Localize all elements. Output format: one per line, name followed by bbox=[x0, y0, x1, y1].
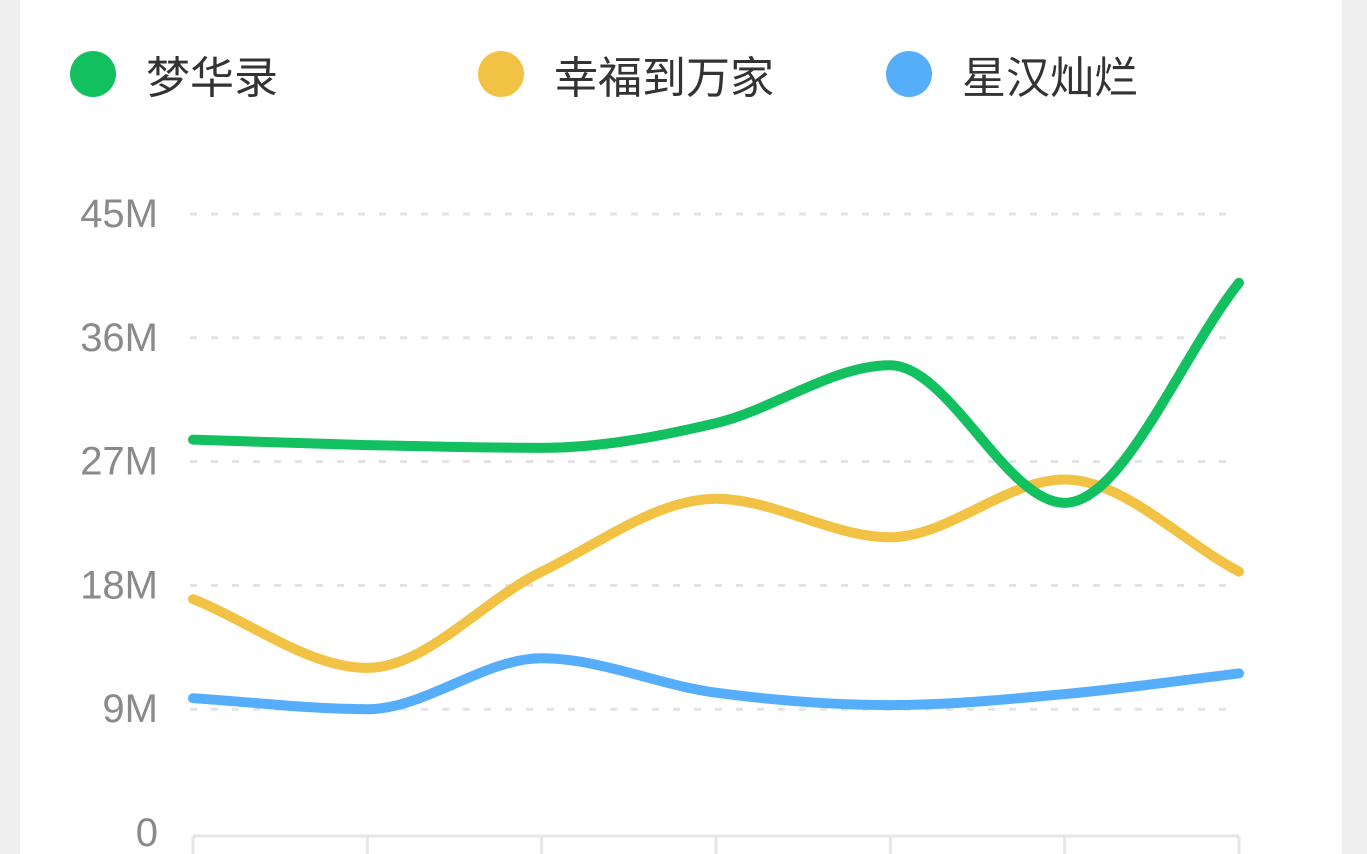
y-tick-label: 27M bbox=[80, 440, 158, 484]
legend-label-xinghancanlan: 星汉灿烂 bbox=[962, 53, 1138, 104]
y-axis-tick-labels: 0 9M 18M 27M 36M 45M bbox=[80, 192, 158, 854]
y-tick-label: 0 bbox=[136, 811, 158, 854]
legend-label-menghualu: 梦华录 bbox=[146, 53, 278, 104]
legend-label-xingfudaowanjia: 幸福到万家 bbox=[554, 53, 774, 104]
legend-swatch-xingfudaowanjia bbox=[478, 51, 524, 97]
series-line-0[interactable] bbox=[188, 277, 1244, 508]
legend-swatch-xinghancanlan bbox=[886, 51, 932, 97]
y-tick-label: 36M bbox=[80, 316, 158, 360]
series-lines bbox=[188, 277, 1244, 715]
series-line-1[interactable] bbox=[188, 474, 1244, 673]
series-line-2[interactable] bbox=[188, 653, 1244, 715]
legend-item-xingfudaowanjia[interactable]: 幸福到万家 bbox=[478, 42, 774, 106]
legend-item-xinghancanlan[interactable]: 星汉灿烂 bbox=[886, 42, 1138, 106]
grid-lines bbox=[190, 212, 1230, 711]
legend-item-menghualu[interactable]: 梦华录 bbox=[70, 42, 278, 106]
x-axis bbox=[191, 834, 1241, 854]
y-tick-label: 18M bbox=[80, 563, 158, 607]
y-tick-label: 9M bbox=[102, 687, 158, 731]
y-tick-label: 45M bbox=[80, 192, 158, 236]
legend-swatch-menghualu bbox=[70, 51, 116, 97]
